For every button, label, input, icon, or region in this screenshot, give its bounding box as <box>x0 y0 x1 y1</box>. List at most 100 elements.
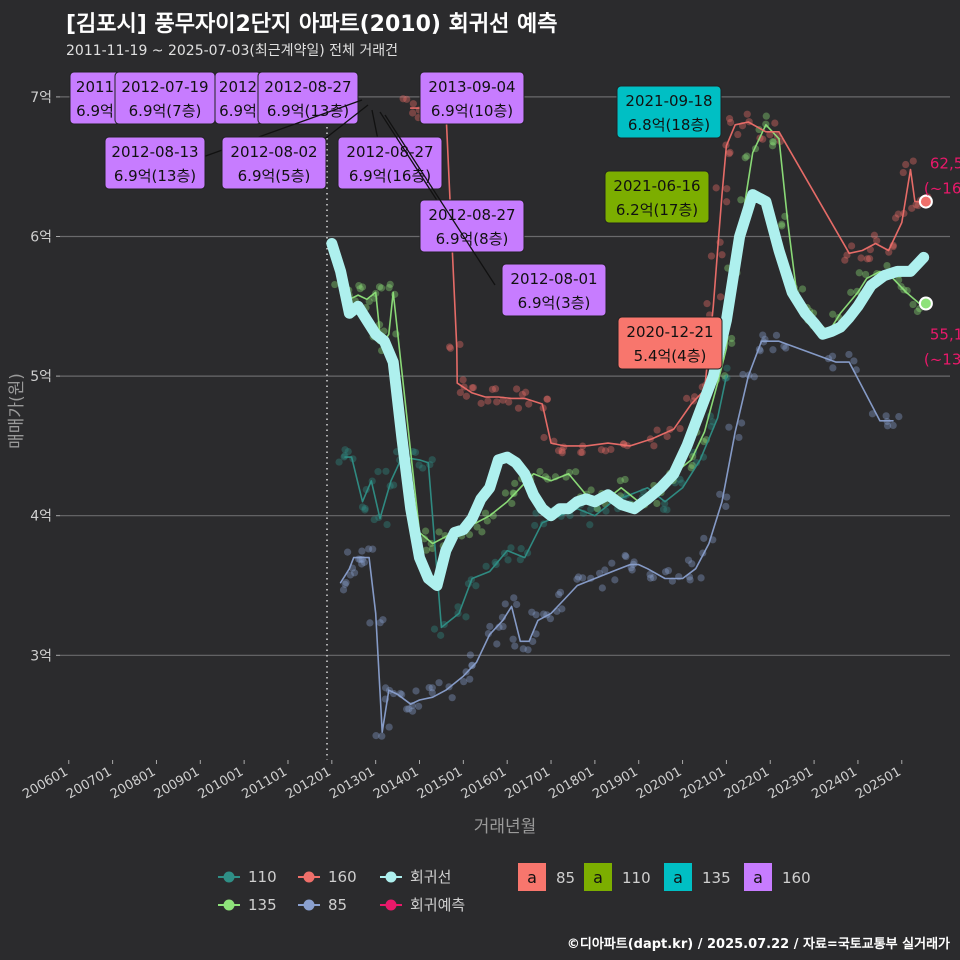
trade-point-135 <box>743 152 751 160</box>
forecast-value-label: 62,500 <box>930 155 960 173</box>
annotation-price: 6.8억(18층) <box>628 116 710 134</box>
trade-point-160 <box>723 198 731 206</box>
annotation-price: 6.9억(13층) <box>114 167 196 185</box>
trade-point-110 <box>676 475 684 483</box>
trade-point-85 <box>882 412 890 420</box>
x-tick-label: 200901 <box>152 764 202 802</box>
trade-point-85 <box>611 576 619 584</box>
trade-point-85 <box>628 566 636 574</box>
trade-point-85 <box>556 588 565 596</box>
trade-point-85 <box>649 573 658 582</box>
trade-point-85 <box>509 635 517 643</box>
trade-point-110 <box>430 625 439 633</box>
trade-point-85 <box>868 410 877 418</box>
trade-point-135 <box>509 489 517 497</box>
trade-point-160 <box>525 400 533 408</box>
trade-point-160 <box>505 398 513 406</box>
trade-point-135 <box>721 372 729 380</box>
annotation-box <box>104 136 206 190</box>
trade-point-85 <box>493 640 501 648</box>
annotation-date: 2013-09-04 <box>428 78 515 96</box>
trade-point-160 <box>909 157 917 165</box>
legend-box-label: 85 <box>556 869 575 887</box>
annotation-box <box>617 316 723 370</box>
annotation-price: 5.4억(4층) <box>634 347 707 365</box>
trade-point-85 <box>412 687 420 695</box>
trade-point-85 <box>415 702 423 710</box>
trade-point-135 <box>728 339 736 347</box>
trade-point-160 <box>892 214 900 222</box>
trade-point-85 <box>772 331 781 339</box>
annotation-price: 6.9억(8층) <box>436 230 509 248</box>
trade-point-110 <box>340 453 348 461</box>
trade-point-160 <box>543 395 551 403</box>
x-tick-label: 202501 <box>853 764 903 802</box>
trade-point-85 <box>750 373 758 381</box>
trade-point-160 <box>522 388 530 396</box>
trade-point-160 <box>597 446 606 454</box>
trade-point-135 <box>798 285 807 293</box>
trade-point-160 <box>703 300 711 308</box>
trade-point-135 <box>909 300 917 309</box>
trade-point-110 <box>428 456 436 464</box>
trade-point-85 <box>579 574 587 582</box>
x-tick-label: 202001 <box>634 764 684 802</box>
trade-point-135 <box>862 270 870 279</box>
x-tick-label: 201401 <box>371 764 421 802</box>
trade-point-85 <box>738 419 746 427</box>
forecast-point <box>918 296 933 311</box>
x-tick-label: 200601 <box>20 764 70 802</box>
trade-point-110 <box>390 481 398 489</box>
trade-point-135 <box>768 142 777 150</box>
legend-label: 85 <box>328 896 347 914</box>
trade-point-110 <box>382 467 390 475</box>
trade-point-160 <box>543 395 552 403</box>
y-tick-label: 6억 <box>30 230 52 246</box>
trade-point-135 <box>621 475 629 484</box>
annotation-price: 6.9억(10층) <box>431 102 513 120</box>
trade-point-110 <box>491 558 499 566</box>
trade-point-135 <box>483 517 491 525</box>
trade-point-160 <box>841 256 849 264</box>
trade-point-85 <box>646 570 654 579</box>
annotation-date: 2012-08-02 <box>230 143 317 161</box>
y-tick-label: 7억 <box>30 90 52 106</box>
trade-point-135 <box>778 222 786 230</box>
y-tick-label: 4억 <box>30 509 52 525</box>
trade-point-85 <box>501 600 509 608</box>
trade-point-160 <box>771 119 779 127</box>
trade-point-110 <box>361 504 369 513</box>
annotation-label: 2012-08-02 6.9억(5층) <box>221 136 327 190</box>
trade-point-110 <box>374 468 382 476</box>
trade-point-160 <box>718 251 726 259</box>
x-tick-label: 200801 <box>108 764 158 802</box>
trade-point-85 <box>850 357 858 365</box>
annotation-label: 2021-06-16 6.2억(17층) <box>604 170 710 224</box>
trade-point-110 <box>472 582 480 590</box>
trade-point-85 <box>468 661 476 670</box>
trade-point-85 <box>428 684 436 692</box>
trade-point-110 <box>586 521 594 529</box>
trade-point-85 <box>889 421 897 430</box>
trade-point-135 <box>829 310 837 318</box>
legend-box <box>518 863 546 891</box>
trade-point-110 <box>507 544 515 552</box>
trade-point-160 <box>865 255 874 263</box>
trade-point-135 <box>355 281 363 290</box>
trade-point-85 <box>385 723 393 731</box>
trade-point-160 <box>456 388 464 397</box>
chart-title: [김포시] 풍무자이2단지 아파트(2010) 회귀선 예측 <box>66 12 558 37</box>
trade-point-85 <box>725 423 733 431</box>
trade-point-135 <box>473 523 481 531</box>
trade-point-85 <box>486 622 494 631</box>
trade-point-85 <box>722 502 730 511</box>
trade-point-110 <box>692 459 701 467</box>
trade-point-160 <box>653 426 661 434</box>
trade-point-85 <box>528 608 536 616</box>
annotation-label: 2011 6.9억 <box>69 71 121 125</box>
annotation-label: 2012-08-27 6.9억(13층) <box>257 71 359 125</box>
trade-point-135 <box>435 528 443 536</box>
annotation-label: 2012-08-27 6.9억(8층) <box>419 199 525 253</box>
trade-point-160 <box>863 255 871 263</box>
legend-label: 회귀예측 <box>410 896 465 914</box>
